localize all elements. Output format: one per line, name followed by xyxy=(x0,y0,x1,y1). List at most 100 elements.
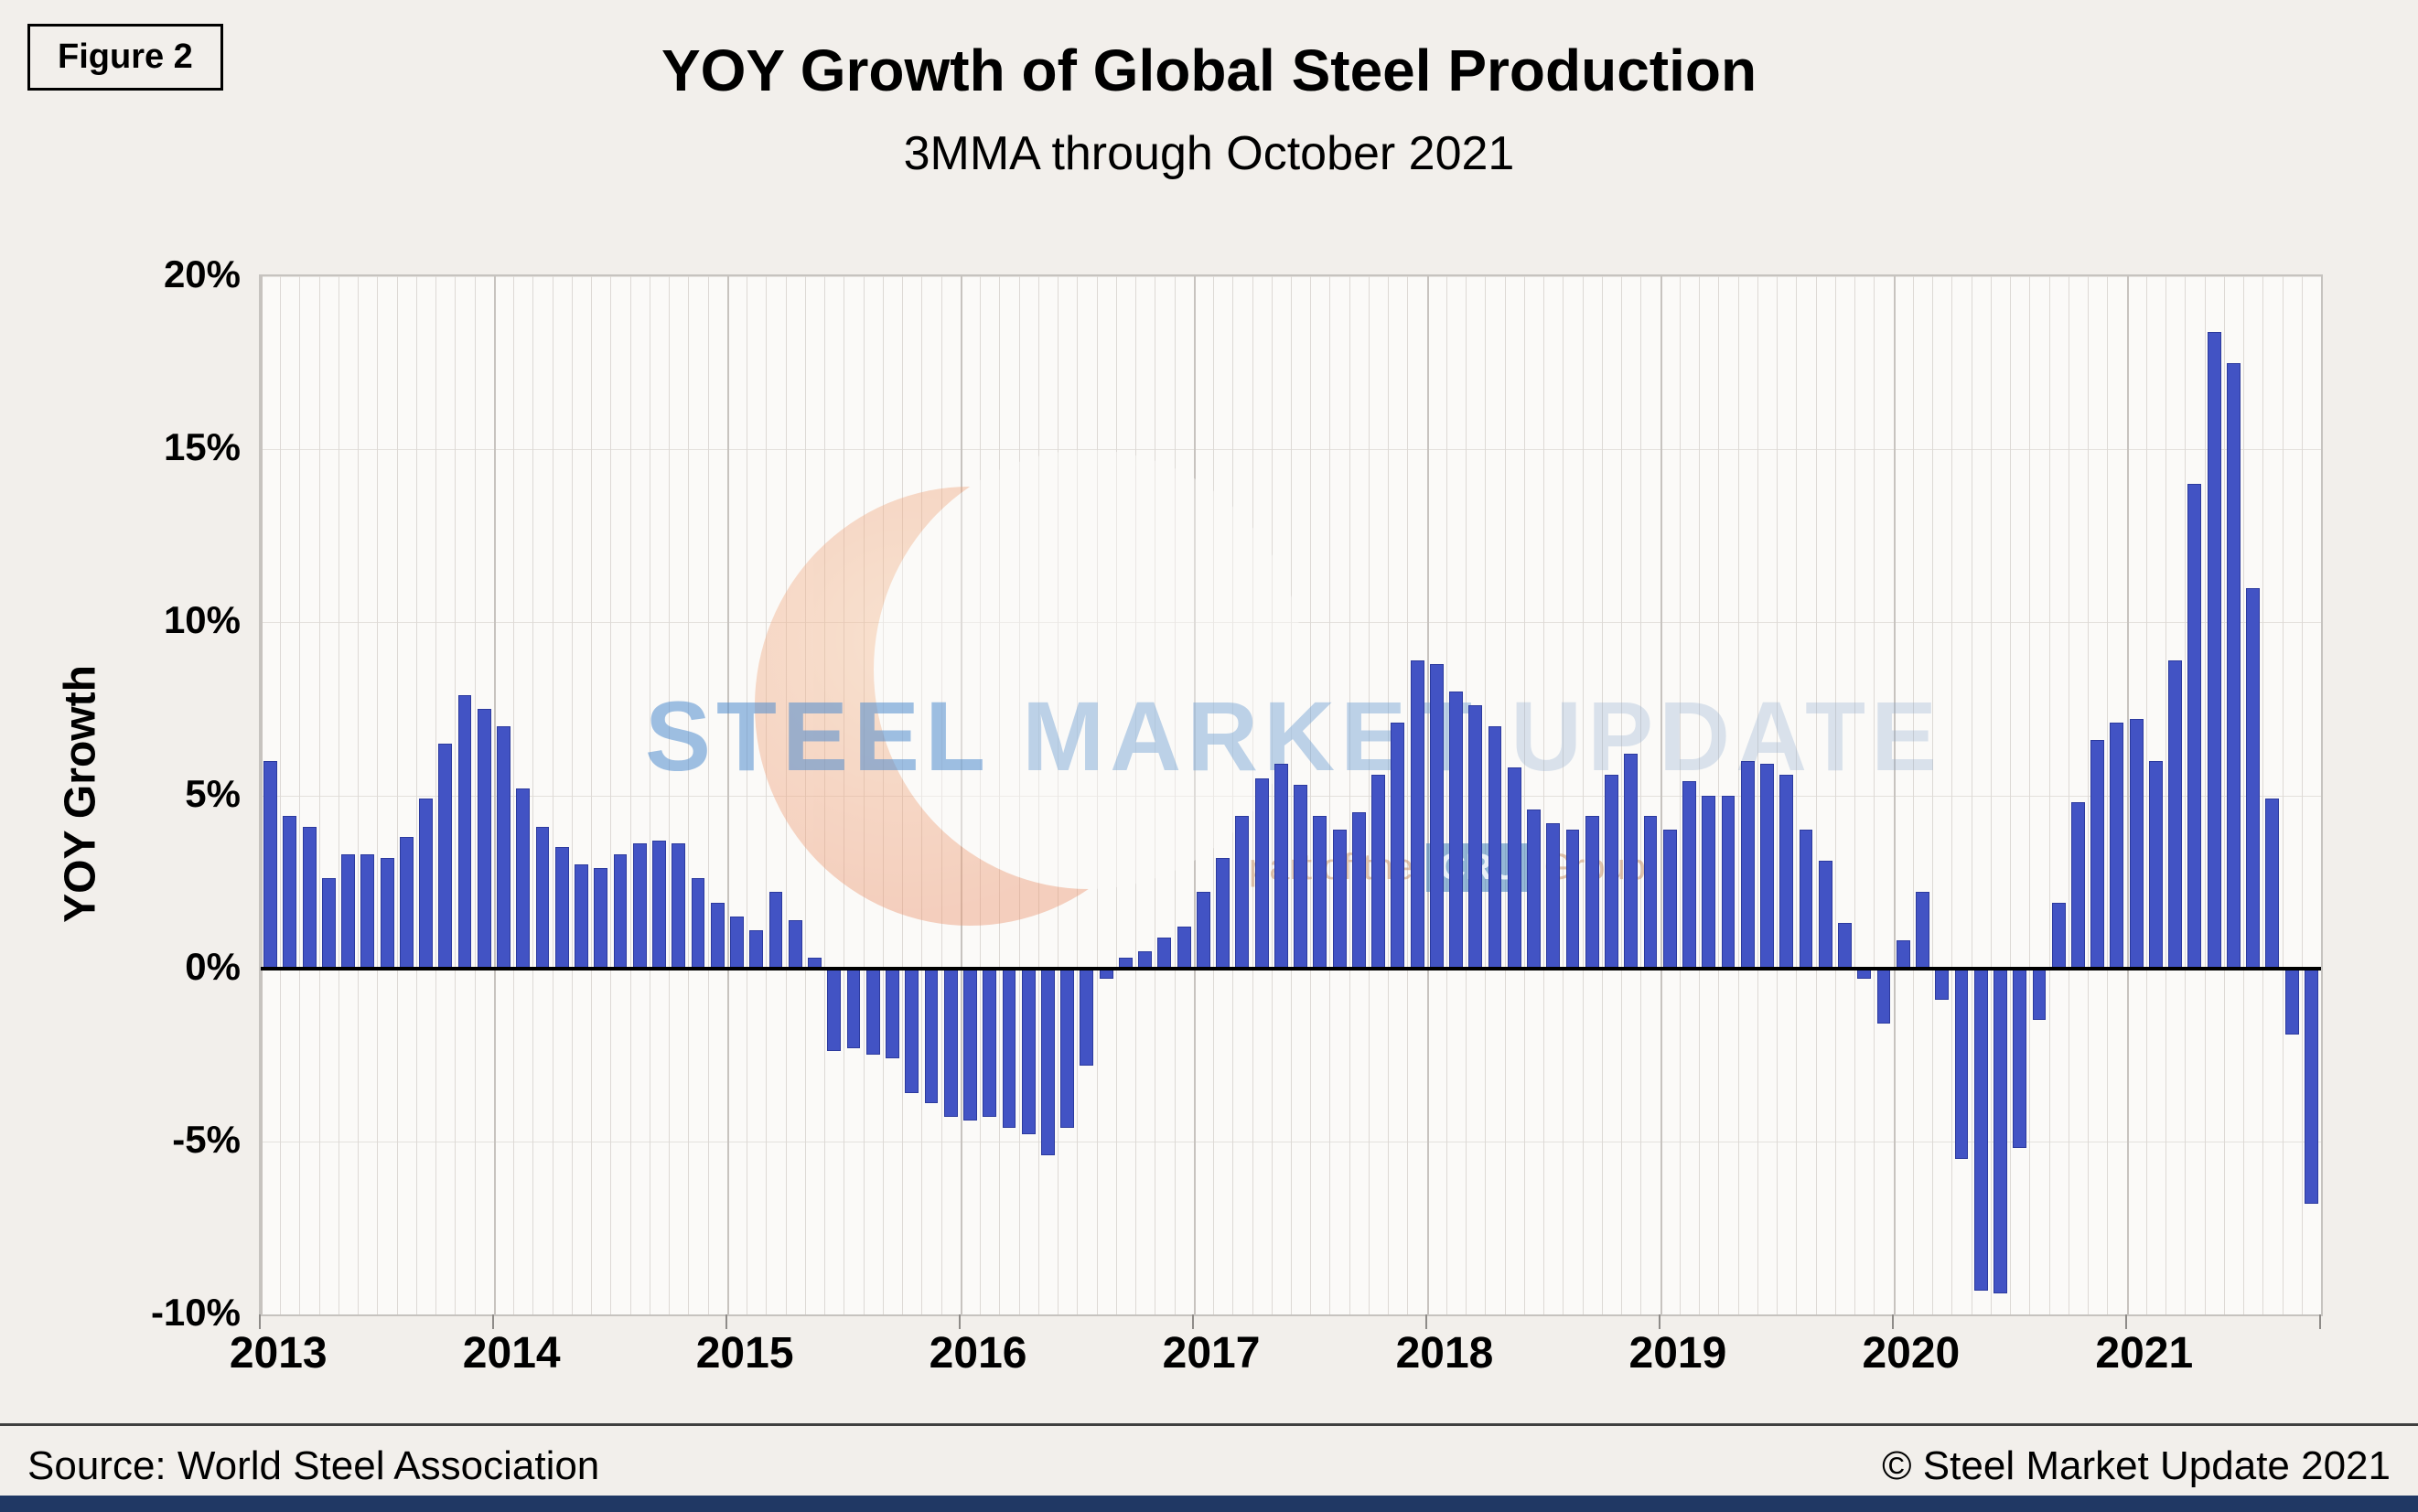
chart-title: YOY Growth of Global Steel Production xyxy=(661,38,1757,103)
x-tick-label: 2017 xyxy=(1162,1329,1261,1378)
x-tick-label: 2019 xyxy=(1628,1329,1727,1378)
v-gridline xyxy=(707,276,709,1314)
v-gridline xyxy=(318,276,320,1314)
v-gridline xyxy=(261,276,263,1314)
bar xyxy=(1662,830,1677,969)
bar xyxy=(2129,719,2144,969)
v-gridline xyxy=(1640,276,1642,1314)
y-tick-label: 5% xyxy=(185,771,241,815)
v-gridline xyxy=(1232,276,1234,1314)
bar xyxy=(2187,484,2202,969)
v-gridline xyxy=(610,276,612,1314)
bar xyxy=(710,902,725,969)
v-gridline xyxy=(1601,276,1603,1314)
bar xyxy=(1332,830,1347,969)
v-gridline xyxy=(1466,276,1467,1314)
v-gridline xyxy=(1291,276,1292,1314)
bar xyxy=(2284,968,2299,1035)
v-gridline xyxy=(1893,276,1896,1314)
v-gridline xyxy=(2282,276,2284,1314)
v-gridline xyxy=(1252,276,1253,1314)
v-gridline xyxy=(1796,276,1798,1314)
v-gridline xyxy=(377,276,379,1314)
v-gridline xyxy=(2010,276,2012,1314)
bar xyxy=(419,799,433,969)
v-gridline xyxy=(1543,276,1545,1314)
bar xyxy=(1294,785,1308,969)
v-gridline xyxy=(2029,276,2031,1314)
bar xyxy=(399,836,414,969)
bar xyxy=(1177,927,1191,969)
bar xyxy=(1527,809,1541,969)
v-gridline xyxy=(493,276,496,1314)
bar xyxy=(2070,802,2085,969)
v-gridline xyxy=(1193,276,1196,1314)
bar xyxy=(341,853,356,969)
bar xyxy=(963,968,977,1121)
bar xyxy=(1273,764,1288,969)
bar xyxy=(1196,892,1210,969)
bar xyxy=(1254,777,1269,969)
bar xyxy=(1935,968,1950,1000)
bar xyxy=(2148,760,2163,969)
v-gridline xyxy=(688,276,690,1314)
y-tick-label: -5% xyxy=(172,1117,241,1161)
bar xyxy=(672,843,686,969)
x-axis-tick-mark xyxy=(2319,1314,2321,1329)
bar xyxy=(1216,857,1230,969)
v-gridline xyxy=(435,276,437,1314)
bar xyxy=(1954,968,1969,1159)
v-gridline xyxy=(571,276,573,1314)
bar xyxy=(1973,968,1988,1291)
x-tick-label: 2015 xyxy=(695,1329,794,1378)
bar xyxy=(302,826,317,969)
bar xyxy=(1799,830,1813,969)
v-gridline xyxy=(1271,276,1273,1314)
v-gridline xyxy=(940,276,942,1314)
bar xyxy=(283,816,297,969)
bar xyxy=(1235,816,1250,969)
bar xyxy=(554,847,569,969)
v-gridline xyxy=(804,276,806,1314)
v-gridline xyxy=(1426,276,1429,1314)
v-gridline xyxy=(1834,276,1836,1314)
v-gridline xyxy=(1563,276,1564,1314)
bar xyxy=(1994,968,2007,1294)
v-gridline xyxy=(1523,276,1525,1314)
plot-area: STEEL MARKET UPDATE part of the CRU Grou… xyxy=(259,274,2323,1316)
v-gridline xyxy=(532,276,534,1314)
bar xyxy=(1410,659,1424,969)
bar xyxy=(1605,774,1618,969)
bar xyxy=(1682,781,1696,969)
v-gridline xyxy=(1135,276,1137,1314)
v-gridline xyxy=(1077,276,1079,1314)
bar xyxy=(1060,968,1075,1128)
x-axis-tick-mark xyxy=(1191,1314,1194,1329)
bar xyxy=(516,788,531,969)
watermark-text: STEEL MARKET UPDATE xyxy=(645,679,1942,793)
h-gridline xyxy=(261,1314,2321,1315)
watermark-crescent-cutout xyxy=(874,450,1304,889)
bar xyxy=(1585,816,1599,969)
bar xyxy=(380,857,394,969)
v-gridline xyxy=(1349,276,1350,1314)
bar xyxy=(2013,968,2027,1149)
v-gridline xyxy=(2126,276,2129,1314)
x-tick-label: 2016 xyxy=(929,1329,1027,1378)
bar xyxy=(438,743,453,969)
bar xyxy=(886,968,899,1059)
bar xyxy=(924,968,939,1104)
v-gridline xyxy=(2048,276,2050,1314)
y-tick-label: 10% xyxy=(163,598,241,642)
v-gridline xyxy=(1679,276,1681,1314)
v-gridline xyxy=(629,276,631,1314)
watermark-crescent-icon xyxy=(755,450,1304,926)
bar xyxy=(1002,968,1016,1128)
v-gridline xyxy=(1699,276,1701,1314)
v-gridline xyxy=(1951,276,1953,1314)
bar xyxy=(1080,968,1094,1066)
v-gridline xyxy=(280,276,282,1314)
v-gridline xyxy=(1310,276,1312,1314)
v-gridline xyxy=(455,276,457,1314)
